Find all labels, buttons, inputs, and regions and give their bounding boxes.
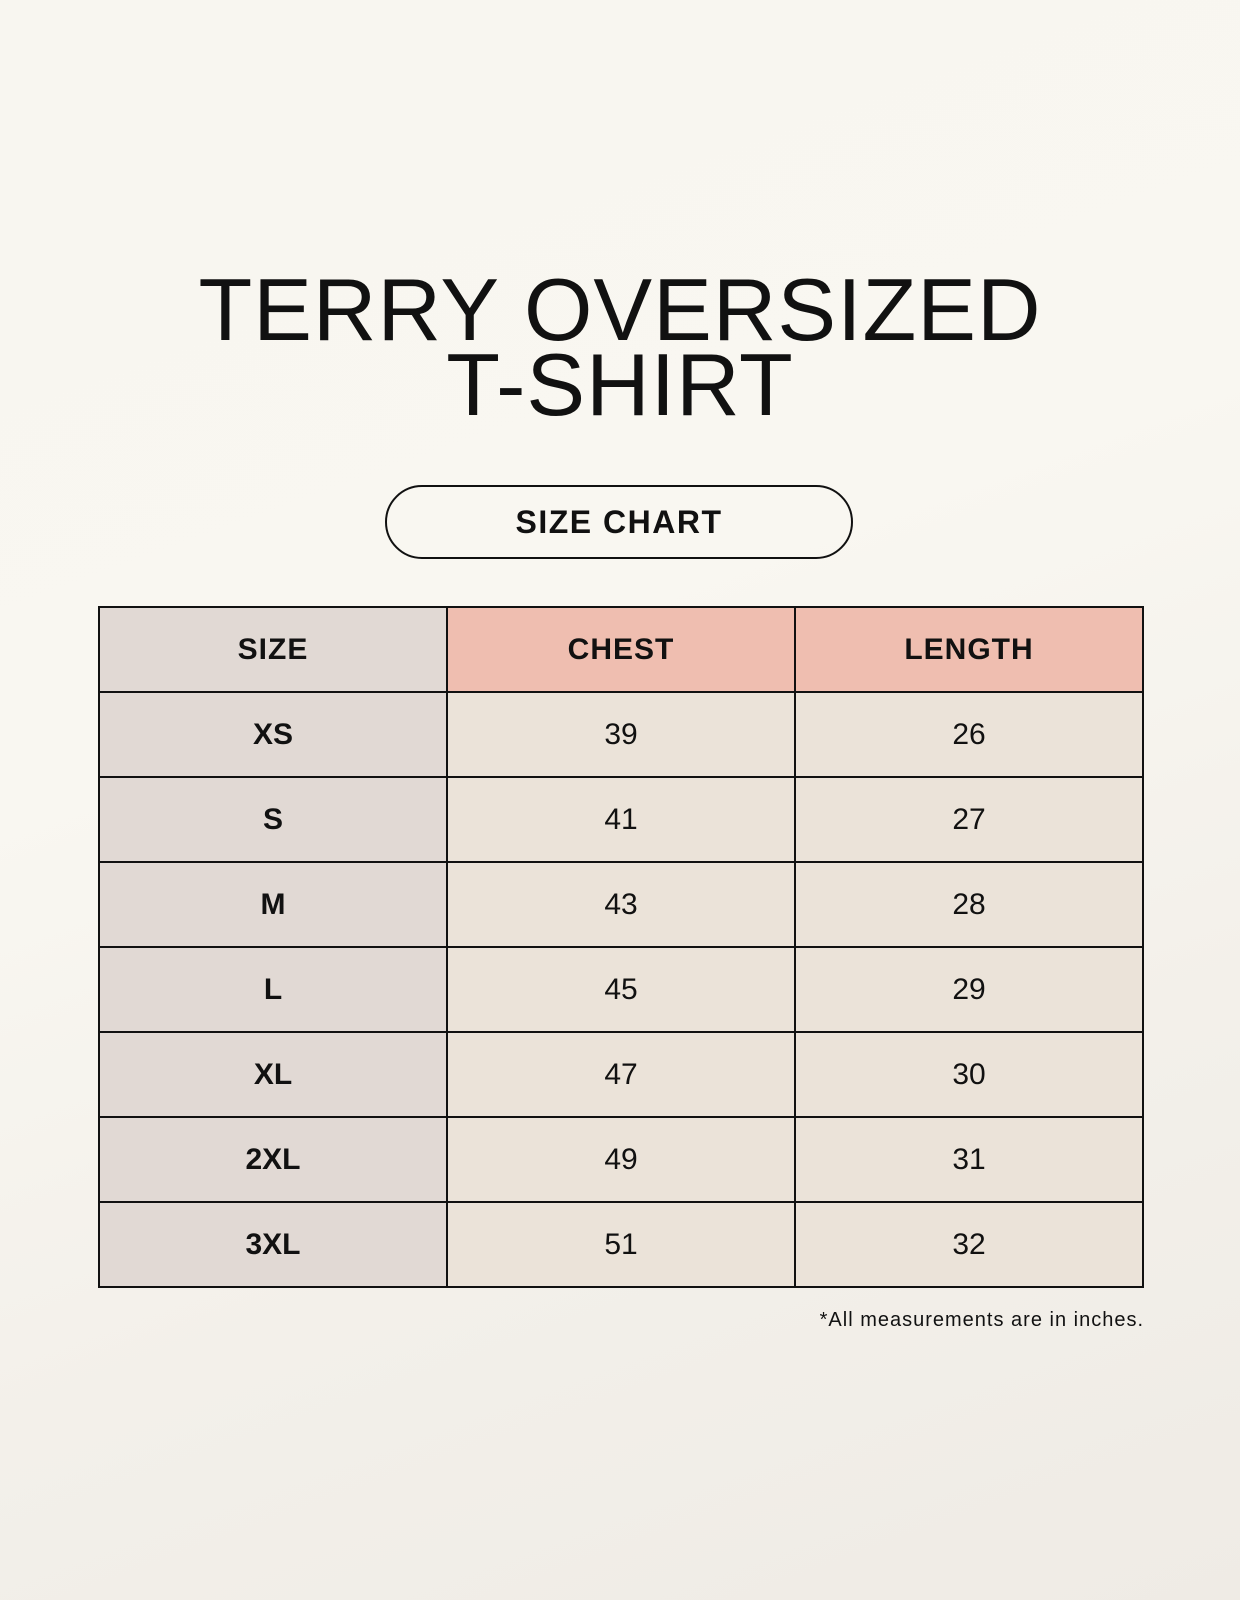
header-length: LENGTH (794, 606, 1144, 693)
cell-length: 28 (794, 861, 1144, 948)
table-row: S 41 27 (98, 776, 1144, 863)
cell-size: M (98, 861, 448, 948)
cell-length: 26 (794, 691, 1144, 778)
table-row: XS 39 26 (98, 691, 1144, 778)
cell-chest: 45 (446, 946, 796, 1033)
header-chest: CHEST (446, 606, 796, 693)
page-title: TERRY OVERSIZED T-SHIRT (0, 260, 1240, 434)
cell-length: 30 (794, 1031, 1144, 1118)
cell-size: L (98, 946, 448, 1033)
table-row: 3XL 51 32 (98, 1201, 1144, 1288)
footnote: *All measurements are in inches. (819, 1309, 1144, 1331)
cell-size: 3XL (98, 1201, 448, 1288)
cell-length: 29 (794, 946, 1144, 1033)
cell-chest: 49 (446, 1116, 796, 1203)
cell-length: 32 (794, 1201, 1144, 1288)
cell-chest: 39 (446, 691, 796, 778)
cell-chest: 43 (446, 861, 796, 948)
table-row: XL 47 30 (98, 1031, 1144, 1118)
header-size: SIZE (98, 606, 448, 693)
cell-size: XS (98, 691, 448, 778)
cell-chest: 51 (446, 1201, 796, 1288)
table-row: L 45 29 (98, 946, 1144, 1033)
cell-size: S (98, 776, 448, 863)
cell-chest: 41 (446, 776, 796, 863)
table-row: 2XL 49 31 (98, 1116, 1144, 1203)
size-chart-badge: SIZE CHART (385, 485, 853, 559)
title-line-2: T-SHIRT (446, 335, 794, 434)
title-line-1: TERRY OVERSIZED (198, 260, 1042, 359)
cell-size: 2XL (98, 1116, 448, 1203)
cell-length: 27 (794, 776, 1144, 863)
size-table: SIZE CHEST LENGTH XS 39 26 S 41 27 M 43 28 L 45 29 X… (98, 606, 1144, 1288)
cell-length: 31 (794, 1116, 1144, 1203)
table-header-row: SIZE CHEST LENGTH (98, 606, 1144, 693)
table-row: M 43 28 (98, 861, 1144, 948)
cell-size: XL (98, 1031, 448, 1118)
cell-chest: 47 (446, 1031, 796, 1118)
